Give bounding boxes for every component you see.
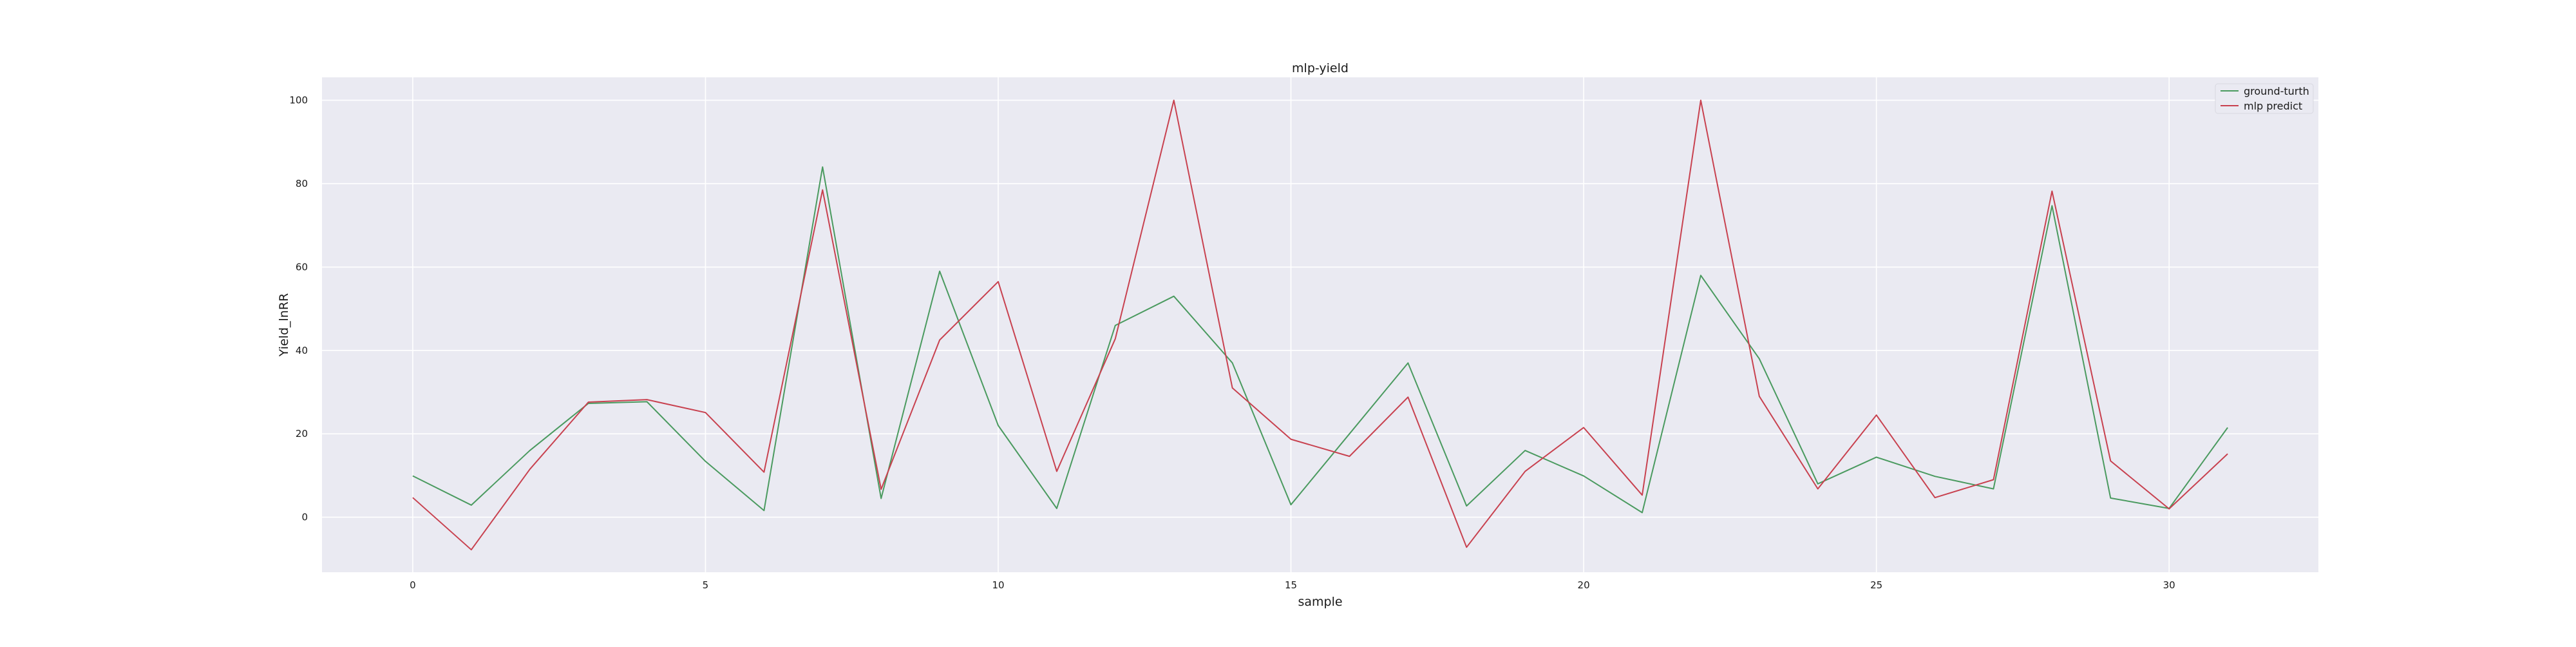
legend-box <box>2215 83 2314 114</box>
y-tick-label: 80 <box>296 178 308 189</box>
y-tick-label: 0 <box>301 512 308 523</box>
series-line-ground-turth <box>412 166 2228 514</box>
legend: ground-turth mlp predict <box>2215 83 2314 114</box>
y-tick-label: 20 <box>296 428 308 439</box>
x-tick-label: 10 <box>992 579 1004 591</box>
series-lines <box>412 99 2228 551</box>
x-tick-label: 5 <box>703 579 709 591</box>
chart-title: mlp-yield <box>1292 61 1349 75</box>
plot-area <box>322 77 2318 572</box>
legend-label-ground-turth: ground-turth <box>2244 85 2309 97</box>
x-tick-label: 20 <box>1578 579 1590 591</box>
x-tick-label: 0 <box>410 579 416 591</box>
y-tick-label: 40 <box>296 345 308 356</box>
gridlines <box>322 77 2318 572</box>
x-tick-label: 15 <box>1285 579 1297 591</box>
x-axis-label: sample <box>1298 595 1342 609</box>
tick-labels: 0 5 10 15 20 25 30 0 20 40 60 80 100 <box>289 95 2175 591</box>
y-axis-label: Yield_lnRR <box>277 293 291 357</box>
x-tick-label: 25 <box>1870 579 1882 591</box>
series-line-mlp-predict <box>412 99 2228 551</box>
x-tick-label: 30 <box>2163 579 2175 591</box>
y-tick-label: 60 <box>296 261 308 273</box>
y-tick-label: 100 <box>289 95 308 106</box>
legend-label-mlp-predict: mlp predict <box>2244 100 2302 112</box>
